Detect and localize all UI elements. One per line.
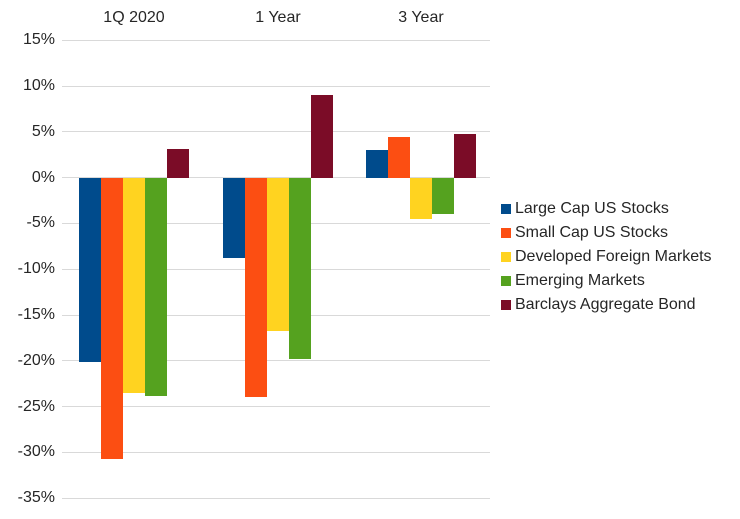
y-tick-label: 10% [22,77,55,95]
y-tick-label: -20% [17,351,55,369]
bar-large-cap-us-stocks-1q-2020 [79,177,101,362]
legend-swatch-icon [501,204,511,214]
legend-swatch-icon [501,276,511,286]
y-tick-label: -35% [17,489,55,507]
legend-label: Emerging Markets [515,272,645,289]
gridline-25 [62,406,490,408]
bar-emerging-markets-3-year [432,177,454,215]
bar-barclays-aggregate-bond-3-year [454,133,476,178]
y-tick-label: -15% [17,306,55,324]
bar-large-cap-us-stocks-3-year [366,150,388,178]
legend-label: Developed Foreign Markets [515,248,712,265]
category-label-3-year: 3 Year [398,9,444,26]
gridline-5 [62,131,490,133]
legend-swatch-icon [501,252,511,262]
category-label-1-year: 1 Year [255,9,301,26]
bar-barclays-aggregate-bond-1-year [311,95,333,178]
bar-emerging-markets-1-year [289,177,311,359]
legend-item-large-cap-us-stocks: Large Cap US Stocks [501,197,712,221]
y-tick-label: 15% [22,31,55,49]
bar-developed-foreign-markets-1q-2020 [123,177,145,393]
y-tick-label: -30% [17,443,55,461]
gridline-10 [62,85,490,87]
bar-small-cap-us-stocks-1-year [245,177,267,398]
gridline-35 [62,497,490,499]
legend-item-developed-foreign-markets: Developed Foreign Markets [501,245,712,269]
legend-item-emerging-markets: Emerging Markets [501,269,712,293]
y-tick-label: -5% [26,214,55,232]
legend: Large Cap US Stocks Small Cap US Stocks De… [501,197,712,317]
bar-developed-foreign-markets-3-year [410,177,432,219]
gridline-20 [62,360,490,362]
gridline-30 [62,451,490,453]
legend-label: Barclays Aggregate Bond [515,296,696,313]
legend-swatch-icon [501,228,511,238]
category-label-1q-2020: 1Q 2020 [103,9,165,26]
legend-label: Large Cap US Stocks [515,200,669,217]
bar-emerging-markets-1q-2020 [145,177,167,397]
legend-label: Small Cap US Stocks [515,224,668,241]
bar-barclays-aggregate-bond-1q-2020 [167,149,189,178]
bar-developed-foreign-markets-1-year [267,177,289,332]
y-tick-label: 5% [31,122,55,140]
gridline-15 [62,39,490,41]
legend-item-barclays-aggregate-bond: Barclays Aggregate Bond [501,293,712,317]
legend-swatch-icon [501,300,511,310]
bar-small-cap-us-stocks-3-year [388,136,410,178]
bar-large-cap-us-stocks-1-year [223,177,245,259]
legend-item-small-cap-us-stocks: Small Cap US Stocks [501,221,712,245]
y-tick-label: -25% [17,397,55,415]
y-tick-label: 0% [31,168,55,186]
bar-small-cap-us-stocks-1q-2020 [101,177,123,459]
y-tick-label: -10% [17,260,55,278]
